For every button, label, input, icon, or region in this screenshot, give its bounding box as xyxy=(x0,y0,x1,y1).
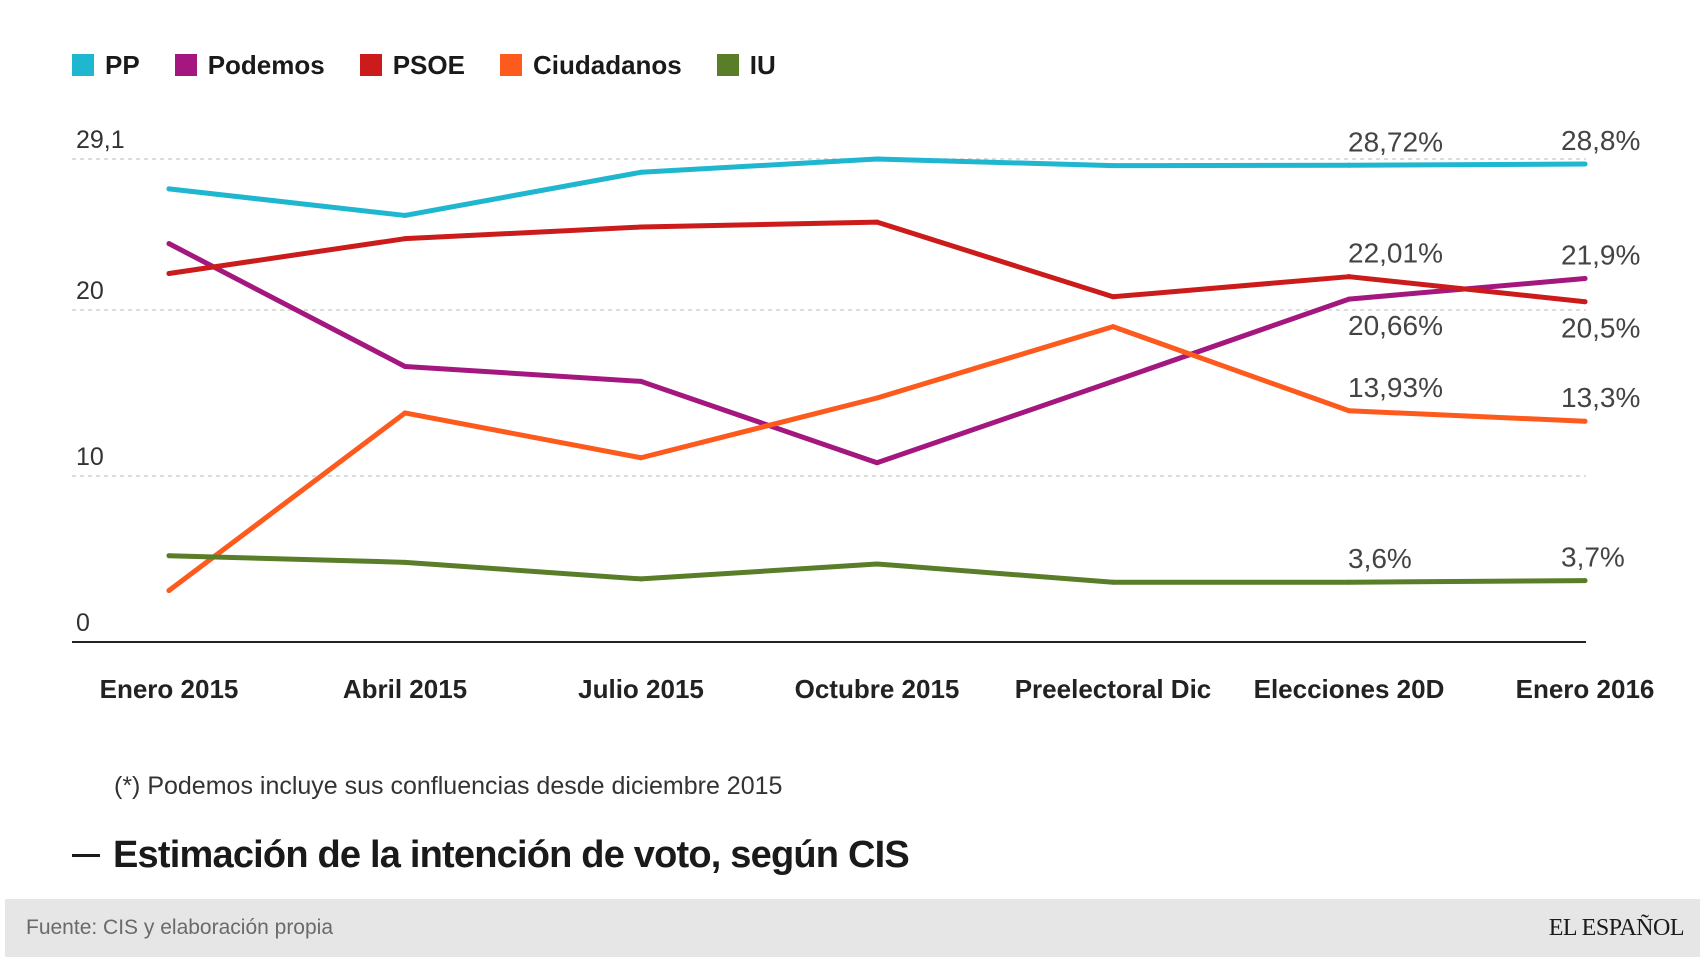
data-point-iu xyxy=(1346,579,1352,585)
data-point-psoe xyxy=(1582,299,1588,305)
legend-label-iu: IU xyxy=(749,50,776,80)
data-point-podemos xyxy=(874,460,880,466)
y-tick-label: 0 xyxy=(76,609,90,637)
data-point-iu xyxy=(402,559,408,565)
data-point-ciudadanos xyxy=(1110,324,1116,330)
data-point-podemos xyxy=(1110,378,1116,384)
data-label: 28,72% xyxy=(1348,126,1443,157)
legend-item-ciudadanos: Ciudadanos xyxy=(499,50,682,80)
legend-label-pp: PP xyxy=(105,50,140,80)
legend-item-podemos: Podemos xyxy=(174,50,325,80)
legend-label-podemos: Podemos xyxy=(207,50,325,80)
data-point-podemos xyxy=(638,378,644,384)
chart-footnote: (*) Podemos incluye sus confluencias des… xyxy=(114,772,783,800)
data-point-pp xyxy=(1582,161,1588,167)
source-text: Fuente: CIS y elaboración propia xyxy=(26,916,334,939)
data-point-iu xyxy=(1582,578,1588,584)
legend-swatch-iu xyxy=(716,54,739,76)
data-point-podemos xyxy=(1346,296,1352,302)
footer-bar: Fuente: CIS y elaboración propia EL ESPA… xyxy=(5,899,1700,957)
data-point-psoe xyxy=(1110,294,1116,300)
legend-swatch-psoe xyxy=(359,54,382,76)
x-tick-label: Elecciones 20D xyxy=(1254,674,1445,704)
chart-legend: PP Podemos PSOE Ciudadanos IU xyxy=(72,50,776,80)
data-point-iu xyxy=(874,561,880,567)
legend-label-psoe: PSOE xyxy=(392,50,465,80)
data-point-iu xyxy=(638,576,644,582)
legend-item-iu: IU xyxy=(716,50,776,80)
x-tick-label: Julio 2015 xyxy=(578,674,704,704)
data-point-podemos xyxy=(402,363,408,369)
data-point-ciudadanos xyxy=(1582,418,1588,424)
data-point-ciudadanos xyxy=(638,455,644,461)
data-point-pp xyxy=(1346,162,1352,168)
data-point-ciudadanos xyxy=(402,410,408,416)
legend-swatch-podemos xyxy=(174,54,197,76)
legend-swatch-ciudadanos xyxy=(499,54,522,76)
brand-logo: EL ESPAÑOL xyxy=(1548,915,1685,941)
x-tick-label: Preelectoral Dic xyxy=(1015,674,1212,704)
legend-item-pp: PP xyxy=(72,50,140,80)
series-layer xyxy=(166,156,1588,594)
data-point-psoe xyxy=(166,271,172,277)
legend-label-ciudadanos: Ciudadanos xyxy=(532,50,682,80)
data-label: 3,7% xyxy=(1561,542,1625,573)
chart-title: Estimación de la intención de voto, segú… xyxy=(113,834,910,876)
data-label: 3,6% xyxy=(1348,543,1412,574)
data-label: 20,66% xyxy=(1348,310,1443,341)
data-point-ciudadanos xyxy=(166,588,172,594)
data-label: 13,93% xyxy=(1348,372,1443,403)
data-point-psoe xyxy=(402,236,408,242)
chart-title-row: Estimación de la intención de voto, segú… xyxy=(72,832,910,878)
x-tick-label: Abril 2015 xyxy=(343,674,467,704)
data-point-psoe xyxy=(1346,274,1352,280)
legend-swatch-pp xyxy=(72,54,94,76)
grid-layer: 29,1 20 10 0 xyxy=(72,126,1586,643)
data-point-ciudadanos xyxy=(1346,408,1352,414)
y-tick-label: 20 xyxy=(76,277,104,305)
data-point-pp xyxy=(402,212,408,218)
data-label: 28,8% xyxy=(1561,125,1640,156)
line-chart: 29,1 20 10 0 Enero 2015 Abril 2015 Julio 2015… xyxy=(72,125,1655,704)
data-point-pp xyxy=(638,169,644,175)
x-tick-label: Octubre 2015 xyxy=(795,674,960,704)
data-label: 22,01% xyxy=(1348,238,1443,269)
data-point-iu xyxy=(1110,579,1116,585)
data-point-pp xyxy=(874,156,880,162)
data-label: 13,3% xyxy=(1561,382,1640,413)
data-point-ciudadanos xyxy=(874,395,880,401)
data-point-iu xyxy=(166,553,172,559)
legend-item-psoe: PSOE xyxy=(359,50,465,80)
title-dash xyxy=(72,853,100,857)
data-point-pp xyxy=(166,186,172,192)
data-point-pp xyxy=(1110,163,1116,169)
data-label: 20,5% xyxy=(1561,313,1640,344)
series-line-pp xyxy=(166,156,1588,218)
data-point-podemos xyxy=(1582,276,1588,282)
x-tick-label: Enero 2015 xyxy=(100,674,239,704)
data-point-psoe xyxy=(638,224,644,230)
data-point-podemos xyxy=(166,241,172,247)
y-tick-label: 10 xyxy=(76,443,104,471)
data-point-psoe xyxy=(874,219,880,225)
data-label: 21,9% xyxy=(1561,240,1640,271)
label-layer: Enero 2015 Abril 2015 Julio 2015 Octubre 20… xyxy=(100,125,1655,704)
x-tick-label: Enero 2016 xyxy=(1516,674,1655,704)
y-tick-label: 29,1 xyxy=(76,126,125,154)
